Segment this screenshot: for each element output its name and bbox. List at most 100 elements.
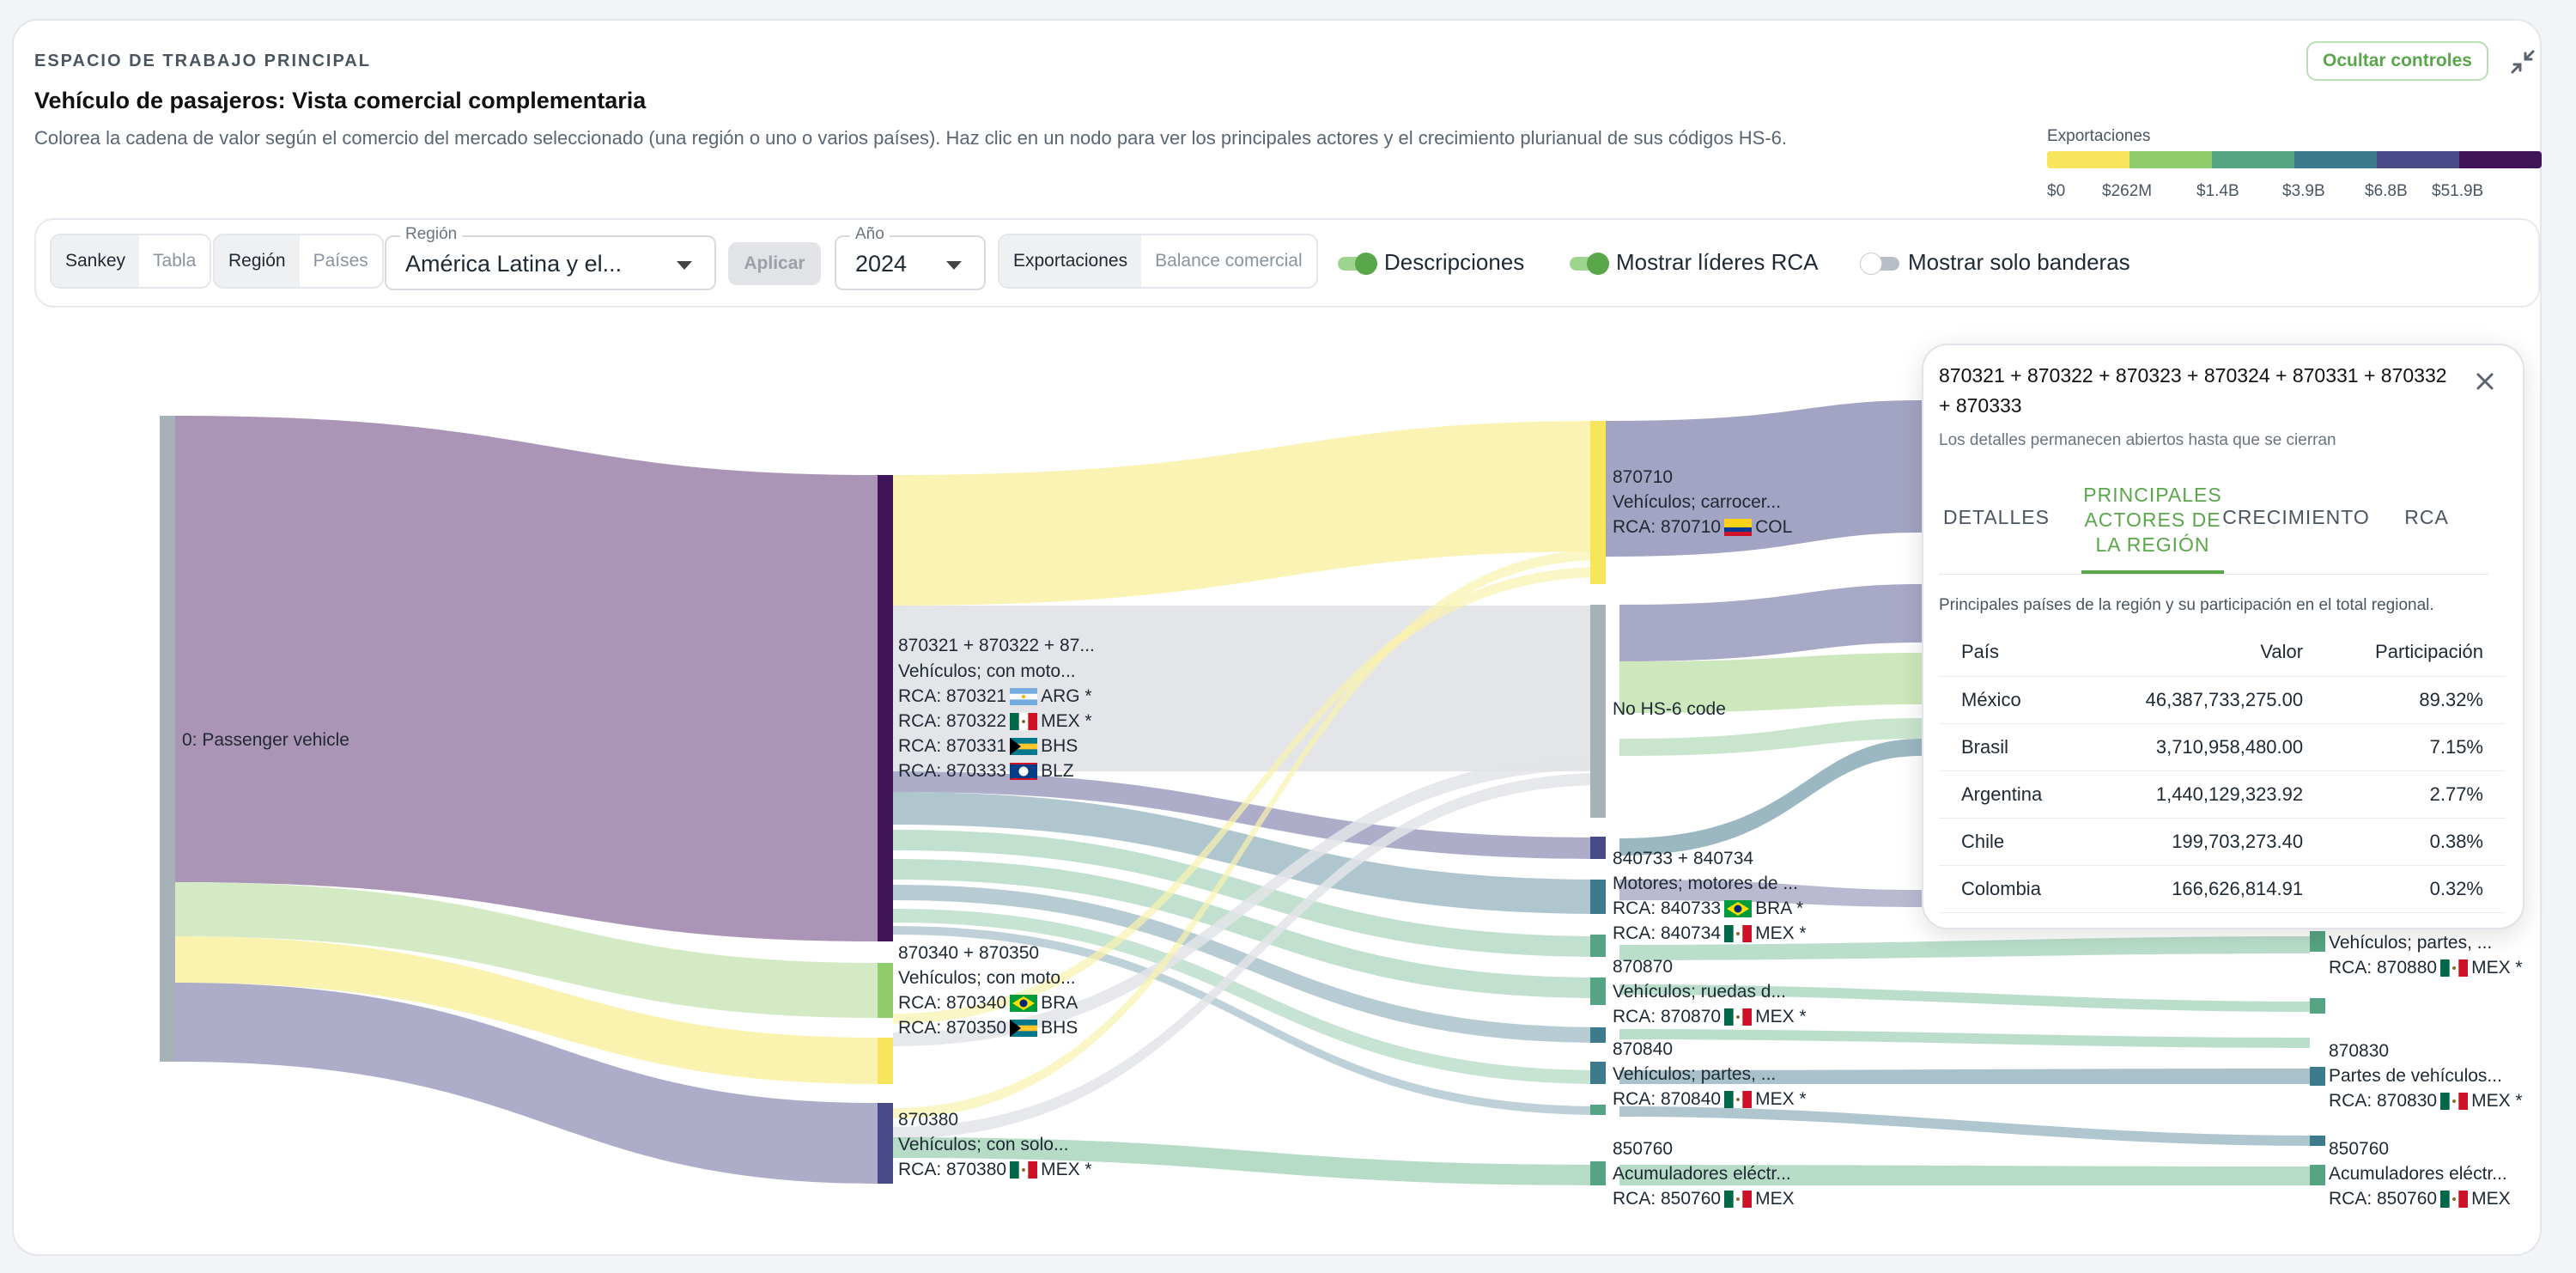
sankey-node-label: No HS-6 code	[1613, 699, 1726, 719]
region-select[interactable]: Región América Latina y el...	[385, 225, 716, 290]
legend-swatch	[2129, 151, 2212, 168]
sankey-link[interactable]	[1619, 1106, 2310, 1146]
sankey-link[interactable]	[1619, 1165, 2310, 1185]
rca-leaders-toggle[interactable]	[1570, 251, 1609, 275]
tab-growth[interactable]: CRECIMIENTO	[2222, 506, 2370, 528]
sankey-link[interactable]	[1619, 936, 2310, 960]
sankey-node-label: Acumuladores eléctr...	[2329, 1164, 2507, 1184]
sankey-node-label: RCA: 870380 MEX *	[898, 1160, 1092, 1179]
sankey-node[interactable]	[2310, 931, 2325, 952]
sankey-node[interactable]	[1590, 1161, 1606, 1185]
sankey-link[interactable]	[1606, 400, 1922, 557]
sankey-link[interactable]	[1619, 1069, 2310, 1084]
close-icon[interactable]	[2470, 366, 2500, 397]
sankey-node[interactable]	[878, 1038, 893, 1084]
table-row: Chile 199,703,273.40 0.38%	[1939, 818, 2506, 866]
flag-colombia-icon	[1724, 519, 1752, 536]
legend-swatch	[2047, 151, 2129, 168]
sankey-node[interactable]	[1590, 1062, 1606, 1084]
sankey-node-label: Vehículos; con moto...	[898, 968, 1076, 988]
sankey-node[interactable]	[2310, 1165, 2325, 1185]
sankey-link[interactable]	[893, 859, 1604, 998]
sankey-node[interactable]	[878, 963, 893, 1018]
flag-belize-icon	[1010, 763, 1037, 780]
collapse-arrows-icon[interactable]	[2507, 46, 2538, 77]
sankey-link[interactable]	[175, 882, 878, 1018]
sankey-node[interactable]	[878, 475, 893, 941]
sankey-link[interactable]	[893, 792, 1604, 914]
sankey-node-label: 870830	[2329, 1041, 2389, 1061]
sankey-node-label: RCA: 850760 MEX	[2329, 1189, 2511, 1209]
sankey-link[interactable]	[1619, 1029, 2310, 1048]
scope-region-option[interactable]: Región	[215, 235, 300, 287]
tab-top-actors[interactable]: PRINCIPALES ACTORES DE LA REGIÓN	[2083, 484, 2222, 556]
sankey-link[interactable]	[1619, 739, 1922, 856]
sankey-node[interactable]	[1590, 421, 1606, 584]
flag-mexico-icon	[1724, 1191, 1752, 1208]
flags-only-toggle[interactable]	[1860, 251, 1899, 275]
sankey-link[interactable]	[1619, 880, 1922, 907]
flag-brazil-icon	[1010, 995, 1037, 1012]
flag-mexico-icon	[1724, 1091, 1752, 1108]
sankey-node[interactable]	[878, 1103, 893, 1184]
country-cell: México	[1939, 676, 2087, 724]
chevron-down-icon	[677, 261, 692, 270]
sankey-link[interactable]	[893, 1137, 1604, 1185]
sankey-node[interactable]	[1590, 1105, 1606, 1115]
sankey-node-root[interactable]	[160, 416, 175, 1062]
view-table-option[interactable]: Tabla	[153, 251, 197, 271]
sankey-node[interactable]	[1590, 1027, 1606, 1043]
sankey-link[interactable]	[893, 909, 1604, 1084]
scope-countries-option[interactable]: Países	[313, 251, 368, 271]
metric-balance-option[interactable]: Balance comercial	[1155, 251, 1303, 271]
sankey-link[interactable]	[893, 771, 1604, 859]
sankey-node[interactable]	[2310, 1067, 2325, 1086]
flag-argentina-icon	[1010, 688, 1037, 705]
sankey-link[interactable]	[175, 416, 878, 941]
sankey-link[interactable]	[1619, 653, 1922, 713]
sankey-node[interactable]	[1590, 978, 1606, 1005]
sankey-link[interactable]	[893, 567, 1604, 1024]
year-select[interactable]: Año 2024	[835, 225, 986, 290]
sankey-node-label: Vehículos; partes, ...	[2329, 933, 2492, 953]
tabs-divider	[1939, 574, 2488, 575]
sankey-link[interactable]	[893, 606, 1604, 771]
sankey-node-label: 870840	[1613, 1039, 1673, 1059]
flag-bahamas-icon	[1010, 1020, 1037, 1037]
descriptions-toggle[interactable]	[1338, 251, 1377, 275]
sankey-node[interactable]	[1590, 880, 1606, 914]
sankey-link[interactable]	[1619, 718, 1922, 756]
sankey-link[interactable]	[175, 983, 878, 1184]
sankey-node[interactable]	[2310, 1136, 2325, 1146]
value-cell: 199,703,273.40	[2087, 818, 2326, 866]
tab-rca[interactable]: RCA	[2404, 506, 2449, 528]
tab-details[interactable]: DETALLES	[1943, 506, 2050, 528]
column-header-share: Participación	[2325, 629, 2506, 677]
sankey-link[interactable]	[1619, 984, 2310, 1012]
sankey-node-label: Vehículos; con moto...	[898, 661, 1076, 681]
sankey-link[interactable]	[893, 830, 1604, 957]
sankey-node[interactable]	[1590, 605, 1606, 818]
sankey-node-label: RCA: 840733 BRA *	[1613, 898, 1803, 918]
rca-leaders-toggle-label: Mostrar líderes RCA	[1616, 249, 1819, 275]
share-cell: 0.32%	[2325, 865, 2506, 913]
sankey-link[interactable]	[1619, 584, 1922, 661]
sankey-node-label: RCA: 850760 MEX	[1613, 1189, 1795, 1209]
sankey-node-label: Motores; motores de ...	[1613, 874, 1798, 893]
sankey-link[interactable]	[175, 936, 878, 1084]
sankey-node[interactable]	[1590, 837, 1606, 859]
sankey-node[interactable]	[2310, 998, 2325, 1014]
sankey-node-label: Vehículos; con solo...	[898, 1135, 1068, 1154]
sankey-node-label: RCA: 870321 ARG *	[898, 686, 1092, 706]
sankey-link[interactable]	[893, 773, 1604, 1139]
page-description: Colorea la cadena de valor según el come…	[34, 127, 1788, 149]
view-sankey-option[interactable]: Sankey	[52, 235, 140, 287]
sankey-link[interactable]	[893, 756, 1604, 1046]
hide-controls-button[interactable]: Ocultar controles	[2306, 41, 2488, 81]
sankey-link[interactable]	[893, 421, 1604, 606]
sankey-node[interactable]	[1590, 935, 1606, 957]
apply-button[interactable]: Aplicar	[728, 242, 821, 285]
sankey-link[interactable]	[893, 926, 1604, 1115]
metric-exports-option[interactable]: Exportaciones	[999, 235, 1142, 287]
country-cell: Chile	[1939, 818, 2087, 866]
